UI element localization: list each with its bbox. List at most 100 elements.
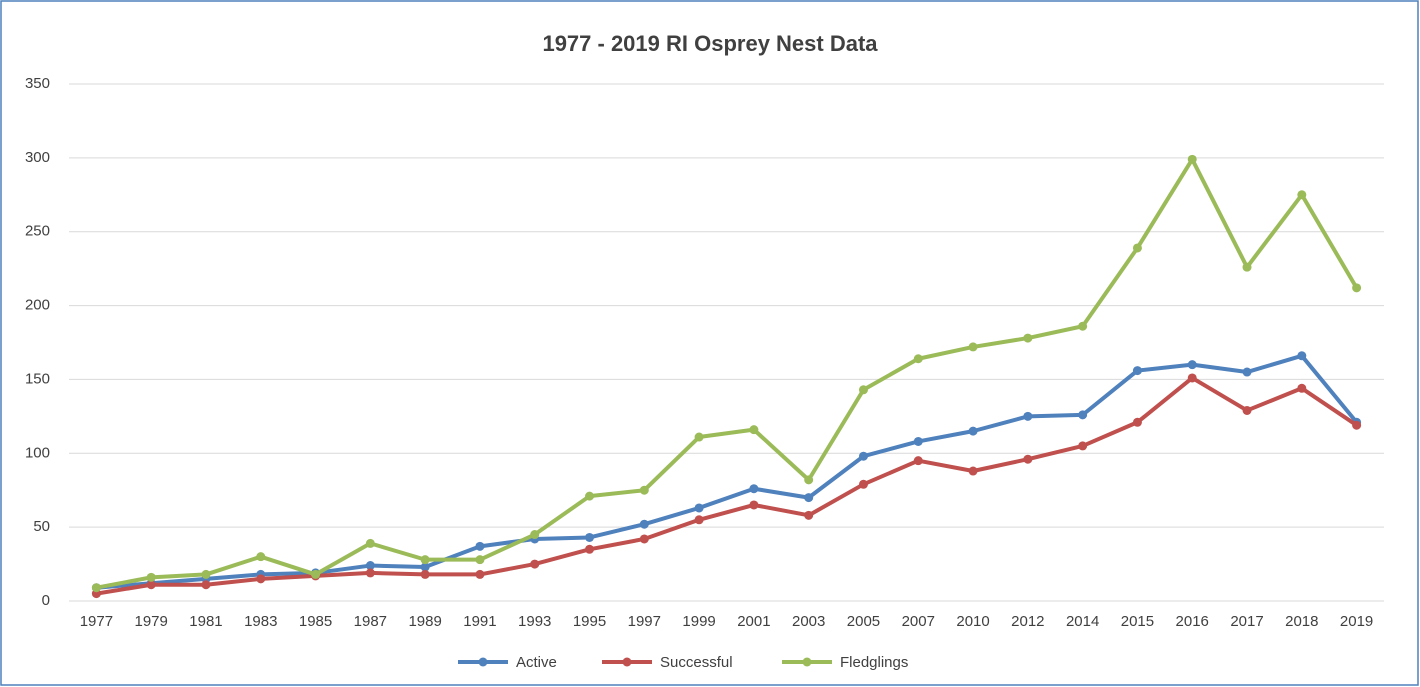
data-point (146, 572, 156, 582)
y-tick-label: 50 (33, 518, 50, 535)
data-point (1078, 410, 1088, 420)
x-tick-label: 2010 (956, 613, 989, 630)
data-point (968, 466, 978, 476)
data-point (1132, 417, 1142, 427)
data-point (1023, 333, 1033, 343)
data-point (913, 354, 923, 364)
data-point (201, 580, 211, 590)
data-point (475, 541, 485, 551)
data-point (1078, 441, 1088, 451)
data-point (1132, 366, 1142, 376)
data-point (694, 432, 704, 442)
x-tick-label: 1979 (135, 613, 168, 630)
x-tick-label: 2016 (1176, 613, 1209, 630)
data-point (1187, 154, 1197, 164)
data-point (1297, 351, 1307, 361)
data-point (749, 425, 759, 435)
x-tick-label: 1983 (244, 613, 277, 630)
data-point (365, 568, 375, 578)
data-point (146, 580, 156, 590)
x-tick-label: 1995 (573, 613, 606, 630)
legend-label: Fledglings (840, 654, 908, 671)
series-line (96, 157, 1359, 590)
series-line (96, 375, 1358, 596)
data-point (256, 552, 266, 562)
x-tick-label: 1985 (299, 613, 332, 630)
data-point (585, 491, 595, 501)
data-point (1132, 243, 1142, 253)
y-tick-label: 0 (42, 592, 50, 609)
x-tick-label: 2017 (1230, 613, 1263, 630)
data-point (749, 500, 759, 510)
data-point (858, 479, 868, 489)
x-tick-label: 2015 (1121, 613, 1154, 630)
y-tick-label: 200 (25, 297, 50, 314)
data-point (256, 574, 266, 584)
legend-marker (622, 657, 632, 667)
data-point (968, 426, 978, 436)
legend-label: Successful (660, 654, 733, 671)
x-tick-label: 2012 (1011, 613, 1044, 630)
x-tick-label: 2014 (1066, 613, 1099, 630)
data-point (1242, 405, 1252, 415)
legend-marker (478, 657, 488, 667)
y-tick-label: 350 (25, 75, 50, 92)
data-point (1187, 360, 1197, 370)
data-point (804, 475, 814, 485)
data-point (1242, 262, 1252, 272)
x-tick-label: 1997 (628, 613, 661, 630)
data-point (1352, 283, 1362, 293)
data-point (1352, 420, 1362, 430)
legend-marker (802, 657, 812, 667)
data-point (913, 436, 923, 446)
data-point (420, 569, 430, 579)
x-tick-label: 2019 (1340, 613, 1373, 630)
data-point (311, 569, 321, 579)
x-tick-label: 2018 (1285, 613, 1318, 630)
data-point (858, 451, 868, 461)
data-point (1242, 367, 1252, 377)
x-tick-label: 2007 (902, 613, 935, 630)
data-point (91, 583, 101, 593)
x-tick-label: 1987 (354, 613, 387, 630)
data-point (1078, 321, 1088, 331)
data-point (694, 503, 704, 513)
x-tick-label: 1981 (189, 613, 222, 630)
data-point (968, 342, 978, 352)
data-point (804, 493, 814, 503)
data-point (585, 544, 595, 554)
data-point (749, 484, 759, 494)
x-tick-label: 1977 (80, 613, 113, 630)
data-point (475, 555, 485, 565)
data-point (420, 555, 430, 565)
y-tick-label: 100 (25, 444, 50, 461)
data-point (639, 519, 649, 529)
data-point (858, 385, 868, 395)
data-point (420, 562, 430, 572)
x-tick-label: 2003 (792, 613, 825, 630)
x-tick-label: 1999 (682, 613, 715, 630)
data-point (1023, 454, 1033, 464)
data-point (1297, 190, 1307, 200)
y-tick-label: 300 (25, 149, 50, 166)
legend-label: Active (516, 654, 557, 671)
data-point (530, 559, 540, 569)
data-point (913, 456, 923, 466)
x-tick-label: 1993 (518, 613, 551, 630)
data-point (585, 532, 595, 542)
data-point (639, 534, 649, 544)
chart-title: 1977 - 2019 RI Osprey Nest Data (542, 31, 878, 56)
data-point (639, 485, 649, 495)
data-point (1023, 411, 1033, 421)
y-tick-label: 150 (25, 370, 50, 387)
data-point (365, 538, 375, 548)
x-tick-label: 1989 (408, 613, 441, 630)
x-tick-label: 2001 (737, 613, 770, 630)
x-tick-label: 2005 (847, 613, 880, 630)
y-tick-label: 250 (25, 223, 50, 240)
data-point (1187, 373, 1197, 383)
x-tick-label: 1991 (463, 613, 496, 630)
data-point (530, 530, 540, 540)
